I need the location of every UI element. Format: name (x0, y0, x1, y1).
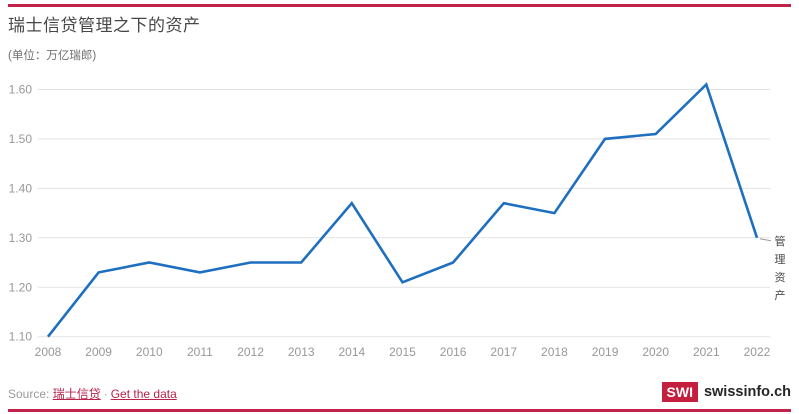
get-data-link[interactable]: Get the data (110, 387, 177, 401)
separator-dot: · (103, 387, 108, 401)
series-label-connector (759, 238, 772, 242)
page-title: 瑞士信贷管理之下的资产 (8, 16, 201, 35)
x-axis-tick-label: 2019 (592, 345, 619, 359)
unit-subtitle: (单位：万亿瑞郎) (8, 50, 97, 62)
x-axis-tick-label: 2013 (288, 345, 315, 359)
x-axis-tick-label: 2017 (490, 345, 517, 359)
x-axis-tick-label: 2012 (237, 345, 264, 359)
series-label: 产 (774, 288, 785, 302)
y-axis-tick-label: 1.50 (9, 132, 33, 146)
y-axis-tick-label: 1.20 (9, 280, 33, 294)
x-axis-tick-label: 2016 (440, 345, 467, 359)
x-axis-tick-label: 2015 (389, 345, 416, 359)
top-accent-bar (8, 4, 791, 7)
swissinfo-domain-text: swissinfo.ch (703, 384, 791, 400)
y-axis-tick-label: 1.40 (9, 181, 33, 195)
x-axis-tick-label: 2020 (642, 345, 669, 359)
swi-logo-box: SWI (661, 382, 698, 402)
x-axis-tick-label: 2018 (541, 345, 568, 359)
x-axis-tick-label: 2008 (35, 345, 62, 359)
series-label: 管 (774, 234, 785, 248)
x-axis-tick-label: 2011 (187, 345, 213, 359)
x-axis-tick-label: 2021 (693, 345, 720, 359)
y-axis-tick-label: 1.30 (9, 231, 33, 245)
source-label: Source: (8, 387, 50, 401)
bottom-accent-bar (8, 409, 791, 412)
y-axis-tick-label: 1.10 (9, 330, 33, 344)
series-label: 资 (774, 271, 785, 284)
x-axis-tick-label: 2014 (338, 345, 365, 359)
y-axis-tick-label: 1.60 (9, 82, 33, 96)
x-axis-tick-label: 2010 (136, 345, 163, 359)
data-line[interactable] (46, 82, 759, 338)
x-axis-tick-label: 2009 (85, 345, 112, 359)
line-chart: 1.10 1.20 1.30 1.40 1.50 1.60 2008 2009 2010 2011… (9, 82, 785, 359)
x-axis-tick-label: 2022 (744, 345, 771, 359)
source-link[interactable]: 瑞士信贷 (52, 387, 101, 401)
swissinfo-logo[interactable]: SWI swissinfo.ch (661, 382, 791, 402)
source-line: Source: 瑞士信贷 · Get the data (8, 385, 177, 402)
series-label: 理 (774, 253, 785, 266)
